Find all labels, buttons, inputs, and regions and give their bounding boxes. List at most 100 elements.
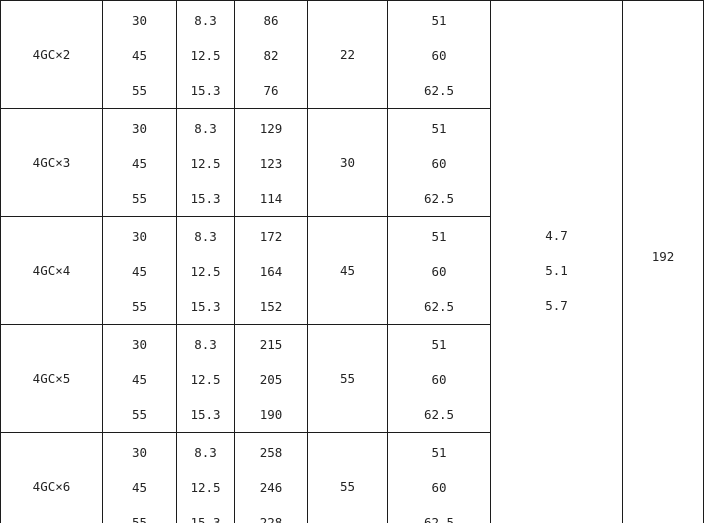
cell-line: 172 [259,229,283,244]
cell-line: 12.5 [190,156,221,171]
cell-line: 15.3 [190,83,221,98]
cell-line: 51 [431,445,447,460]
power-cell: 22 [307,0,388,109]
cell-line: 8.3 [194,121,217,136]
efficiency-cell: 51 60 62.5 [387,432,491,523]
efficiency-cell: 51 60 62.5 [387,324,491,433]
power-cell: 45 [307,216,388,325]
cell-line: 4.7 [545,228,568,243]
table-row: 4GC×4 30 45 55 8.3 12.5 15.3 172 164 [0,216,704,325]
power-cell: 55 [307,432,388,523]
power-cell: 55 [307,324,388,433]
cell-line: 15.3 [190,299,221,314]
cell-line: 82 [263,48,279,63]
cell-line: 45 [131,264,148,279]
cell-line: 76 [263,83,279,98]
cell-line: 45 [131,156,148,171]
cell-line: 51 [431,229,447,244]
flow-cell: 30 45 55 [102,216,177,325]
cell-line: 62.5 [423,299,455,314]
cell-line: 30 [131,229,148,244]
table-row: 4GC×3 30 45 55 8.3 12.5 15.3 129 123 [0,108,704,217]
cell-line: 45 [131,372,148,387]
cell-line: 62.5 [423,191,455,206]
cell-line: 15.3 [190,515,221,523]
efficiency-cell: 51 60 62.5 [387,0,491,109]
merged-values-cell: 4.7 5.1 5.7 [490,0,623,523]
cell-line: 8.3 [194,229,217,244]
cell-line: 8.3 [194,445,217,460]
flow-ls-cell: 8.3 12.5 15.3 [176,432,235,523]
cell-line: 51 [431,121,447,136]
cell-line: 12.5 [190,480,221,495]
cell-line: 152 [259,299,283,314]
cell-line: 55 [131,299,148,314]
head-cell: 258 246 228 [234,432,308,523]
flow-cell: 30 45 55 [102,324,177,433]
cell-line: 15.3 [190,407,221,422]
cell-line: 55 [131,515,148,523]
flow-ls-cell: 8.3 12.5 15.3 [176,216,235,325]
cell-line: 8.3 [194,337,217,352]
power-cell: 30 [307,108,388,217]
cell-line: 246 [259,480,283,495]
merged-value-cell: 192 [622,0,704,523]
flow-cell: 30 45 55 [102,432,177,523]
head-cell: 215 205 190 [234,324,308,433]
cell-line: 192 [651,248,675,264]
cell-line: 5.7 [545,298,568,313]
cell-line: 45 [131,48,148,63]
cell-line: 129 [259,121,283,136]
flow-cell: 30 45 55 [102,0,177,109]
model-cell: 4GC×5 [0,324,103,433]
cell-line: 60 [431,156,447,171]
cell-line: 164 [259,264,283,279]
cell-line: 62.5 [423,83,455,98]
cell-line: 30 [131,121,148,136]
cell-line: 62.5 [423,515,455,523]
head-cell: 172 164 152 [234,216,308,325]
cell-line: 86 [263,13,279,28]
efficiency-cell: 51 60 62.5 [387,216,491,325]
cell-line: 55 [131,191,148,206]
flow-cell: 30 45 55 [102,108,177,217]
cell-line: 228 [259,515,283,523]
cell-line: 62.5 [423,407,455,422]
cell-line: 60 [431,480,447,495]
cell-line: 45 [131,480,148,495]
cell-line: 30 [131,13,148,28]
cell-line: 30 [131,445,148,460]
cell-line: 215 [259,337,283,352]
cell-line: 190 [259,407,283,422]
flow-ls-cell: 8.3 12.5 15.3 [176,0,235,109]
head-cell: 86 82 76 [234,0,308,109]
cell-line: 8.3 [194,13,217,28]
model-cell: 4GC×6 [0,432,103,523]
cell-line: 55 [131,83,148,98]
efficiency-cell: 51 60 62.5 [387,108,491,217]
cell-line: 123 [259,156,283,171]
cell-line: 51 [431,13,447,28]
cell-line: 15.3 [190,191,221,206]
table-row: 4GC×5 30 45 55 8.3 12.5 15.3 215 205 [0,324,704,433]
cell-line: 55 [131,407,148,422]
table-row: 4GC×6 30 45 55 8.3 12.5 15.3 258 246 [0,432,704,523]
flow-ls-cell: 8.3 12.5 15.3 [176,324,235,433]
cell-line: 12.5 [190,372,221,387]
model-cell: 4GC×4 [0,216,103,325]
cell-line: 60 [431,372,447,387]
cell-line: 12.5 [190,264,221,279]
head-cell: 129 123 114 [234,108,308,217]
cell-line: 51 [431,337,447,352]
cell-line: 30 [131,337,148,352]
cell-line: 5.1 [545,263,568,278]
model-cell: 4GC×2 [0,0,103,109]
cell-line: 12.5 [190,48,221,63]
model-cell: 4GC×3 [0,108,103,217]
cell-line: 114 [259,191,283,206]
flow-ls-cell: 8.3 12.5 15.3 [176,108,235,217]
cell-line: 258 [259,445,283,460]
cell-line: 60 [431,48,447,63]
